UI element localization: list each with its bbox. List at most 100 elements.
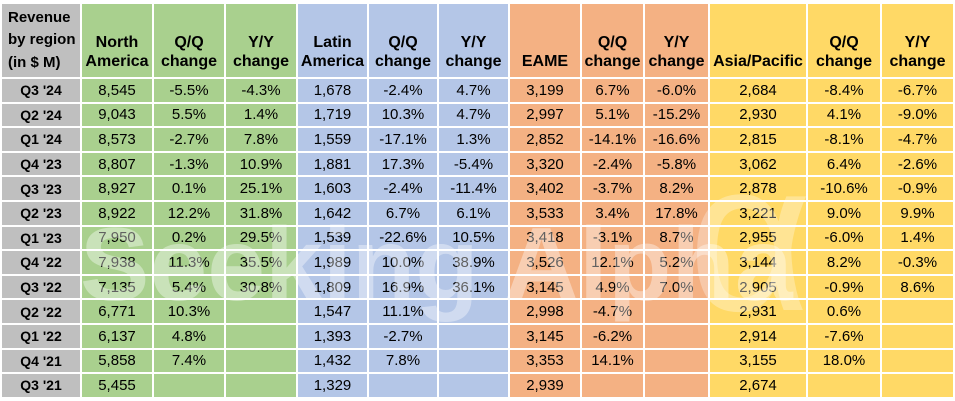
cell-eame-revenue: 3,199 [510,79,580,102]
cell-la-qq-change: 16.9% [369,275,437,299]
table-row: Q4 '22 7,938 11.3% 35.5% 1,989 10.0% 38.… [2,251,953,274]
cell-ap-yy-change: -0.9% [882,177,953,200]
table-row: Q3 '21 5,455 1,329 2,939 2,674 [2,374,953,397]
cell-la-revenue: 1,603 [298,177,367,200]
table-row: Q1 '24 8,573 -2.7% 7.8% 1,559 -17.1% 1.3… [2,128,953,151]
cell-ap-yy-change: -0.3% [882,251,953,274]
cell-eame-revenue: 2,939 [510,374,580,397]
cell-ap-yy-change [882,349,953,373]
cell-la-yy-change: 6.1% [439,201,508,225]
cell-ap-revenue: 3,144 [710,251,806,274]
cell-na-yy-change [226,349,296,373]
cell-na-yy-change: 29.5% [226,226,296,250]
cell-eame-yy-change: -6.0% [645,79,708,102]
table-row: Q4 '21 5,858 7.4% 1,432 7.8% 3,353 14.1%… [2,349,953,373]
cell-eame-qq-change: -3.7% [582,177,643,200]
cell-la-revenue: 1,432 [298,349,367,373]
cell-la-qq-change: 10.3% [369,103,437,127]
cell-eame-yy-change: -16.6% [645,128,708,151]
cell-eame-qq-change: 3.4% [582,201,643,225]
cell-la-yy-change: -5.4% [439,152,508,176]
cell-eame-revenue: 2,997 [510,103,580,127]
cell-na-qq-change: -1.3% [154,152,224,176]
cell-na-yy-change: 35.5% [226,251,296,274]
cell-ap-qq-change: -7.6% [808,324,880,348]
cell-eame-qq-change: 6.7% [582,79,643,102]
cell-eame-qq-change: 4.9% [582,275,643,299]
table-row: Q2 '24 9,043 5.5% 1.4% 1,719 10.3% 4.7% … [2,103,953,127]
col-header-na-yy-change: Y/Y change [226,4,296,77]
table-row: Q3 '23 8,927 0.1% 25.1% 1,603 -2.4% -11.… [2,177,953,200]
cell-la-qq-change: -17.1% [369,128,437,151]
cell-la-revenue: 1,547 [298,300,367,323]
cell-la-revenue: 1,642 [298,201,367,225]
cell-na-revenue: 8,922 [82,201,152,225]
cell-ap-yy-change: 9.9% [882,201,953,225]
cell-la-revenue: 1,329 [298,374,367,397]
cell-na-revenue: 7,938 [82,251,152,274]
cell-ap-qq-change: -6.0% [808,226,880,250]
cell-la-qq-change: -2.4% [369,79,437,102]
cell-ap-yy-change: -6.7% [882,79,953,102]
cell-la-qq-change: 10.0% [369,251,437,274]
corner-line-3: (in $ M) [8,53,61,71]
top-edge-sliver [0,0,955,2]
cell-na-qq-change: 4.8% [154,324,224,348]
cell-na-yy-change [226,374,296,397]
cell-ap-qq-change: 4.1% [808,103,880,127]
cell-eame-revenue: 3,418 [510,226,580,250]
cell-na-qq-change: 10.3% [154,300,224,323]
cell-eame-revenue: 2,852 [510,128,580,151]
cell-ap-revenue: 2,674 [710,374,806,397]
cell-ap-yy-change: 8.6% [882,275,953,299]
cell-ap-revenue: 2,930 [710,103,806,127]
col-header-north-america: North America [82,4,152,77]
cell-eame-yy-change [645,324,708,348]
cell-eame-revenue: 2,998 [510,300,580,323]
cell-ap-qq-change: 6.4% [808,152,880,176]
cell-na-qq-change: 11.3% [154,251,224,274]
cell-na-yy-change: 7.8% [226,128,296,151]
cell-ap-qq-change: -8.4% [808,79,880,102]
col-header-na-qq-change: Q/Q change [154,4,224,77]
cell-na-yy-change: 31.8% [226,201,296,225]
cell-eame-yy-change: 8.7% [645,226,708,250]
cell-la-qq-change: -2.7% [369,324,437,348]
col-header-ap-qq-change: Q/Q change [808,4,880,77]
cell-la-qq-change: 6.7% [369,201,437,225]
cell-na-revenue: 7,135 [82,275,152,299]
cell-la-yy-change: 1.3% [439,128,508,151]
cell-ap-qq-change: -0.9% [808,275,880,299]
cell-na-qq-change: 12.2% [154,201,224,225]
table-row: Q3 '22 7,135 5.4% 30.8% 1,809 16.9% 36.1… [2,275,953,299]
row-label-quarter: Q3 '23 [2,177,80,200]
cell-la-yy-change: -11.4% [439,177,508,200]
cell-la-yy-change [439,374,508,397]
cell-eame-qq-change: 14.1% [582,349,643,373]
cell-ap-yy-change: 1.4% [882,226,953,250]
col-header-asia-pacific: Asia/Pacific [710,4,806,77]
row-label-quarter: Q3 '22 [2,275,80,299]
cell-eame-revenue: 3,353 [510,349,580,373]
cell-la-revenue: 1,809 [298,275,367,299]
cell-ap-qq-change [808,374,880,397]
col-header-eame-yy-change: Y/Y change [645,4,708,77]
cell-eame-revenue: 3,145 [510,275,580,299]
cell-la-yy-change: 4.7% [439,103,508,127]
cell-na-yy-change: -4.3% [226,79,296,102]
table-row: Q1 '23 7,950 0.2% 29.5% 1,539 -22.6% 10.… [2,226,953,250]
cell-na-revenue: 5,455 [82,374,152,397]
cell-la-qq-change: -22.6% [369,226,437,250]
cell-eame-qq-change: 5.1% [582,103,643,127]
col-header-ap-yy-change: Y/Y change [882,4,953,77]
cell-na-yy-change: 1.4% [226,103,296,127]
cell-na-yy-change [226,300,296,323]
cell-eame-revenue: 3,526 [510,251,580,274]
corner-header-revenue-by-region: Revenue by region (in $ M) [2,4,80,77]
cell-na-revenue: 6,771 [82,300,152,323]
row-label-quarter: Q1 '23 [2,226,80,250]
cell-la-qq-change: 7.8% [369,349,437,373]
cell-eame-qq-change: -3.1% [582,226,643,250]
cell-la-qq-change: -2.4% [369,177,437,200]
